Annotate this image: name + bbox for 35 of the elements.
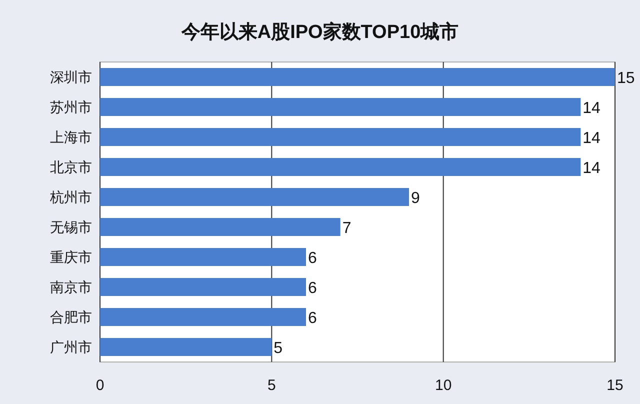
chart-title: 今年以来A股IPO家数TOP10城市 xyxy=(180,21,459,43)
y-tick-label: 广州市 xyxy=(50,339,92,355)
bar xyxy=(100,308,306,326)
data-label: 5 xyxy=(274,340,283,357)
bar xyxy=(100,68,615,86)
x-tick-label: 0 xyxy=(96,377,104,394)
bar xyxy=(100,98,581,116)
y-tick-label: 重庆市 xyxy=(50,249,92,265)
data-label: 9 xyxy=(411,190,420,207)
y-tick-label: 杭州市 xyxy=(49,189,92,205)
y-tick-label: 南京市 xyxy=(50,279,92,295)
y-tick-label: 上海市 xyxy=(50,129,92,145)
y-tick-label: 北京市 xyxy=(50,159,92,175)
data-label: 14 xyxy=(582,160,601,177)
data-label: 14 xyxy=(582,130,601,147)
bar xyxy=(100,188,409,206)
x-tick-label: 5 xyxy=(267,377,276,394)
data-label: 6 xyxy=(308,310,317,327)
data-label: 6 xyxy=(308,280,317,297)
bar xyxy=(100,158,581,176)
y-tick-label: 苏州市 xyxy=(50,99,92,115)
y-tick-label: 无锡市 xyxy=(50,219,92,235)
y-tick-label: 深圳市 xyxy=(50,69,92,85)
data-label: 6 xyxy=(308,250,317,267)
data-label: 15 xyxy=(617,70,635,87)
x-tick-label: 15 xyxy=(606,377,624,394)
bar xyxy=(100,218,340,236)
bar xyxy=(100,128,581,146)
bar xyxy=(100,248,306,266)
bar xyxy=(100,278,306,296)
y-tick-label: 合肥市 xyxy=(50,309,92,325)
data-label: 7 xyxy=(342,220,352,237)
x-tick-label: 10 xyxy=(434,377,452,394)
data-label: 14 xyxy=(582,100,601,117)
bar xyxy=(100,338,272,356)
